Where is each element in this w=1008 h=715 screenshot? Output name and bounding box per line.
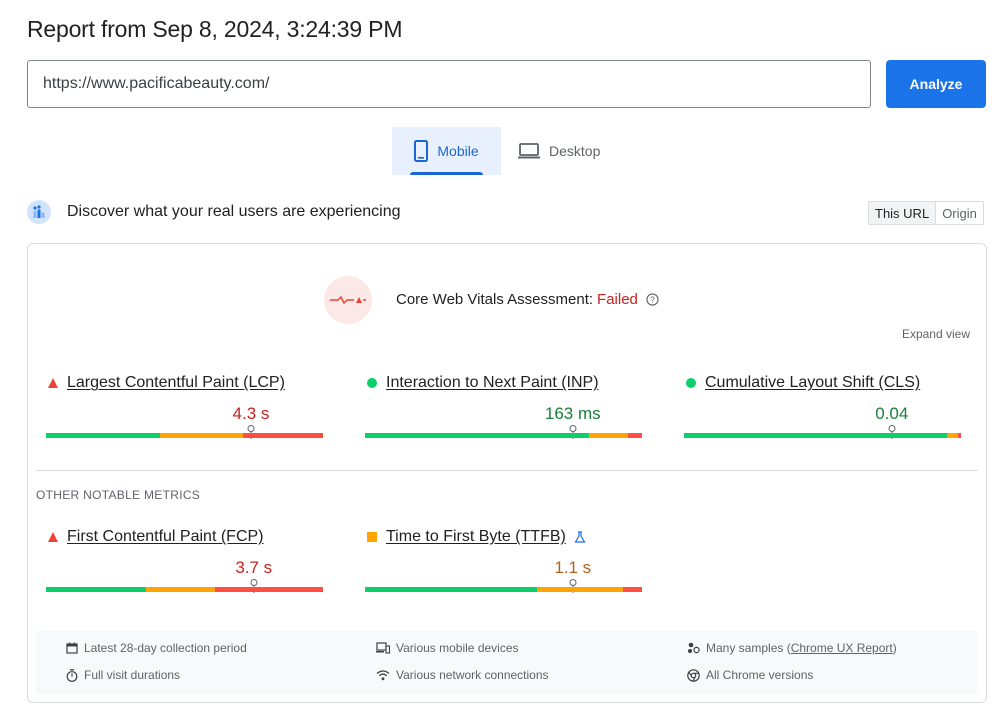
- report-title: Report from Sep 8, 2024, 3:24:39 PM: [27, 16, 403, 42]
- bar-poor: [628, 433, 642, 438]
- bar-good: [684, 433, 948, 438]
- laptop-icon: [518, 143, 540, 159]
- info-devices-text: Various mobile devices: [396, 641, 519, 655]
- info-durations: Full visit durations: [66, 668, 180, 682]
- metric-cls: Cumulative Layout Shift (CLS) 0.04: [684, 374, 961, 444]
- tab-mobile[interactable]: Mobile: [392, 127, 501, 175]
- bar-needs-improvement: [947, 433, 959, 438]
- cwv-assessment-status: Failed: [597, 291, 638, 308]
- info-samples-suffix: ): [892, 641, 897, 655]
- mobile-phone-icon: [414, 140, 429, 162]
- url-origin-toggle[interactable]: This URL Origin: [868, 201, 984, 225]
- metric-name[interactable]: First Contentful Paint (FCP): [67, 528, 264, 545]
- bar-needs-improvement: [159, 433, 243, 438]
- cwv-assessment-label: Core Web Vitals Assessment:: [396, 291, 594, 308]
- field-data-header: Discover what your real users are experi…: [27, 200, 400, 224]
- bar-needs-improvement: [536, 587, 623, 592]
- field-data-heading: Discover what your real users are experi…: [67, 203, 401, 220]
- cwv-assessment: Core Web Vitals Assessment: Failed ?: [396, 291, 659, 308]
- metric-name[interactable]: Time to First Byte (TTFB): [386, 528, 566, 545]
- metric-inp: Interaction to Next Paint (INP) 163 ms: [365, 374, 642, 444]
- bar-good: [365, 587, 537, 592]
- chrome-ux-report-link[interactable]: Chrome UX Report: [790, 641, 893, 655]
- info-network: Various network connections: [376, 668, 549, 682]
- needs-improvement-square-icon: [365, 531, 379, 543]
- distribution-bar: [365, 433, 642, 438]
- metric-value: 163 ms: [544, 404, 601, 423]
- metric-name[interactable]: Interaction to Next Paint (INP): [386, 374, 599, 391]
- metric-value: 1.1 s: [554, 558, 592, 577]
- help-circle-icon[interactable]: ?: [646, 293, 659, 306]
- chrome-icon: [687, 668, 700, 682]
- samples-icon: [688, 642, 700, 654]
- active-tab-indicator: [410, 172, 483, 175]
- wifi-icon: [376, 670, 390, 681]
- tab-desktop[interactable]: Desktop: [512, 127, 622, 175]
- metric-lcp: Largest Contentful Paint (LCP) 4.3 s: [46, 374, 323, 444]
- info-chrome-versions: All Chrome versions: [687, 668, 813, 682]
- bar-poor: [958, 433, 961, 438]
- toggle-origin[interactable]: Origin: [942, 205, 977, 221]
- url-input[interactable]: [43, 75, 855, 93]
- analyze-button[interactable]: Analyze: [886, 60, 986, 108]
- bar-needs-improvement: [589, 433, 629, 438]
- distribution-bar: [46, 587, 323, 592]
- distribution-bar: [46, 433, 323, 438]
- bar-poor: [214, 587, 323, 592]
- toggle-this-url[interactable]: This URL: [869, 202, 937, 224]
- stopwatch-icon: [66, 668, 78, 682]
- info-samples-prefix: Many samples (: [706, 641, 791, 655]
- info-collection-period: Latest 28-day collection period: [66, 641, 247, 655]
- metric-name[interactable]: Cumulative Layout Shift (CLS): [705, 374, 921, 391]
- bar-good: [46, 433, 160, 438]
- expand-view-link[interactable]: Expand view: [901, 327, 970, 341]
- distribution-bar: [365, 587, 642, 592]
- collection-info: Latest 28-day collection period Various …: [36, 631, 977, 694]
- info-devices: Various mobile devices: [376, 641, 519, 655]
- bar-good: [365, 433, 590, 438]
- bar-good: [46, 587, 146, 592]
- users-chart-icon: [27, 200, 51, 224]
- poor-triangle-icon: [46, 531, 60, 543]
- devices-icon: [376, 642, 390, 654]
- url-input-box[interactable]: [27, 60, 871, 108]
- poor-triangle-icon: [46, 377, 60, 389]
- flask-icon: [574, 531, 586, 543]
- metric-value: 4.3 s: [232, 404, 270, 423]
- good-circle-icon: [365, 377, 379, 389]
- info-chrome-text: All Chrome versions: [706, 668, 814, 682]
- metric-name[interactable]: Largest Contentful Paint (LCP): [67, 374, 285, 391]
- tab-mobile-label: Mobile: [437, 143, 479, 159]
- calendar-icon: [66, 642, 78, 654]
- good-circle-icon: [684, 377, 698, 389]
- info-samples: Many samples (Chrome UX Report): [687, 641, 897, 655]
- bar-poor: [242, 433, 323, 438]
- bar-poor: [622, 587, 642, 592]
- metric-ttfb: Time to First Byte (TTFB) 1.1 s: [365, 528, 642, 598]
- info-network-text: Various network connections: [396, 668, 549, 682]
- tab-desktop-label: Desktop: [549, 143, 601, 159]
- bar-needs-improvement: [145, 587, 215, 592]
- distribution-bar: [684, 433, 961, 438]
- section-divider: [36, 470, 978, 471]
- info-collection-text: Latest 28-day collection period: [84, 641, 247, 655]
- waveform-icon: [324, 276, 372, 324]
- other-metrics-title: OTHER NOTABLE METRICS: [36, 488, 201, 502]
- metric-fcp: First Contentful Paint (FCP) 3.7 s: [46, 528, 323, 598]
- svg-text:?: ?: [650, 295, 655, 305]
- info-durations-text: Full visit durations: [84, 668, 181, 682]
- field-data-panel: Core Web Vitals Assessment: Failed ? Exp…: [27, 243, 987, 703]
- metric-value: 0.04: [875, 404, 909, 423]
- metric-value: 3.7 s: [235, 558, 273, 577]
